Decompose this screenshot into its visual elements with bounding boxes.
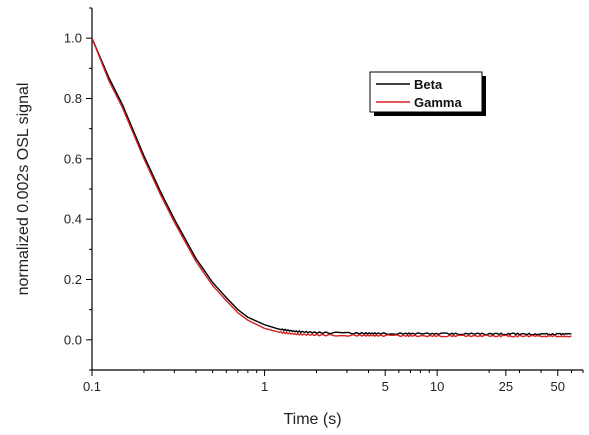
legend-label-gamma: Gamma bbox=[414, 95, 462, 110]
x-tick-label: 5 bbox=[382, 379, 389, 394]
y-tick-label: 0.4 bbox=[64, 212, 82, 227]
series-line-gamma bbox=[91, 37, 572, 338]
x-tick-label: 25 bbox=[499, 379, 513, 394]
y-tick-label: 0.8 bbox=[64, 91, 82, 106]
y-tick-label: 0.0 bbox=[64, 332, 82, 347]
y-axis-ticks: 0.0 0.2 0.4 0.6 0.8 1.0 bbox=[64, 7, 92, 371]
plot-area bbox=[91, 8, 583, 371]
series-line-beta bbox=[91, 37, 572, 336]
x-tick-label: 1 bbox=[261, 379, 268, 394]
y-tick-label: 0.2 bbox=[64, 272, 82, 287]
x-axis-ticks: 0.1 1 5 10 25 50 bbox=[83, 370, 584, 394]
legend: Beta Gamma bbox=[369, 71, 486, 116]
x-tick-label: 0.1 bbox=[83, 379, 101, 394]
y-tick-label: 0.6 bbox=[64, 151, 82, 166]
y-tick-label: 1.0 bbox=[64, 31, 82, 46]
series-layer bbox=[91, 37, 572, 338]
x-axis-title: Time (s) bbox=[283, 411, 341, 428]
legend-box bbox=[369, 71, 483, 113]
y-axis-title: normalized 0.002s OSL signal bbox=[15, 83, 32, 296]
x-tick-label: 10 bbox=[430, 379, 444, 394]
x-tick-label: 50 bbox=[551, 379, 565, 394]
legend-label-beta: Beta bbox=[414, 77, 443, 92]
